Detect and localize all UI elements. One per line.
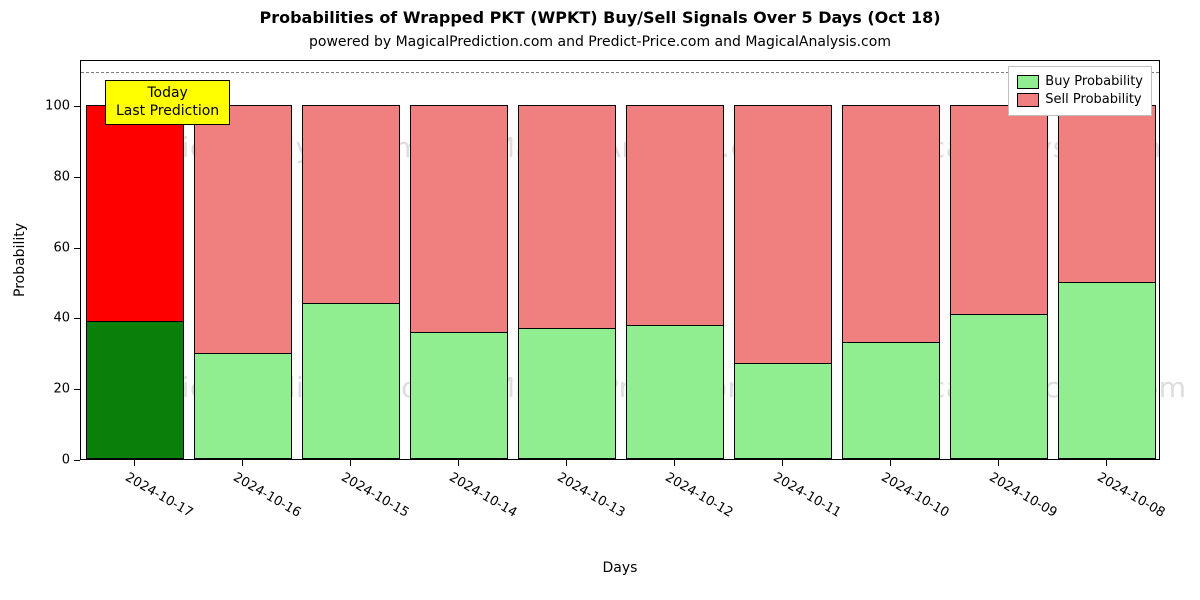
x-tick-label: 2024-10-16 xyxy=(231,470,304,521)
legend-swatch xyxy=(1017,93,1039,107)
y-tick-mark xyxy=(74,248,80,249)
x-tick-mark xyxy=(674,460,675,466)
x-tick-mark xyxy=(566,460,567,466)
legend-label: Sell Probability xyxy=(1045,91,1141,109)
x-tick-mark xyxy=(242,460,243,466)
callout-line2: Last Prediction xyxy=(116,103,219,121)
buy-bar xyxy=(410,332,507,459)
legend-label: Buy Probability xyxy=(1045,73,1143,91)
y-tick-mark xyxy=(74,389,80,390)
x-tick-label: 2024-10-09 xyxy=(987,470,1060,521)
x-tick-mark xyxy=(458,460,459,466)
x-tick-label: 2024-10-10 xyxy=(879,470,952,521)
x-tick-mark xyxy=(998,460,999,466)
legend-item: Sell Probability xyxy=(1017,91,1143,109)
x-tick-mark xyxy=(134,460,135,466)
buy-bar xyxy=(302,303,399,459)
chart-container: Probabilities of Wrapped PKT (WPKT) Buy/… xyxy=(0,0,1200,600)
buy-bar xyxy=(194,353,291,459)
x-tick-mark xyxy=(890,460,891,466)
buy-bar xyxy=(734,363,831,459)
y-tick-mark xyxy=(74,177,80,178)
x-tick-mark xyxy=(782,460,783,466)
y-axis-label: Probability xyxy=(12,223,28,297)
callout-line1: Today xyxy=(116,85,219,103)
x-tick-label: 2024-10-13 xyxy=(555,470,628,521)
y-tick-mark xyxy=(74,106,80,107)
x-tick-label: 2024-10-14 xyxy=(447,470,520,521)
y-tick-label: 40 xyxy=(10,311,70,326)
legend-item: Buy Probability xyxy=(1017,73,1143,91)
chart-subtitle: powered by MagicalPrediction.com and Pre… xyxy=(0,34,1200,50)
x-tick-mark xyxy=(350,460,351,466)
reference-dash-line xyxy=(81,72,1159,73)
y-tick-label: 0 xyxy=(10,453,70,468)
x-tick-label: 2024-10-17 xyxy=(123,470,196,521)
y-tick-label: 80 xyxy=(10,169,70,184)
today-callout: Today Last Prediction xyxy=(105,80,230,125)
legend-swatch xyxy=(1017,75,1039,89)
chart-title: Probabilities of Wrapped PKT (WPKT) Buy/… xyxy=(0,8,1200,27)
buy-bar xyxy=(626,325,723,460)
buy-bar xyxy=(842,342,939,459)
buy-bar xyxy=(86,321,183,459)
x-tick-label: 2024-10-11 xyxy=(771,470,844,521)
x-tick-label: 2024-10-12 xyxy=(663,470,736,521)
legend: Buy ProbabilitySell Probability xyxy=(1008,66,1152,116)
y-tick-label: 60 xyxy=(10,240,70,255)
y-tick-mark xyxy=(74,318,80,319)
x-axis-label: Days xyxy=(80,560,1160,576)
y-tick-mark xyxy=(74,460,80,461)
buy-bar xyxy=(1058,282,1155,459)
x-tick-label: 2024-10-08 xyxy=(1095,470,1168,521)
y-tick-label: 100 xyxy=(10,99,70,114)
x-tick-label: 2024-10-15 xyxy=(339,470,412,521)
x-tick-mark xyxy=(1106,460,1107,466)
buy-bar xyxy=(950,314,1047,459)
y-axis-label-wrap: Probability xyxy=(10,60,30,460)
y-tick-label: 20 xyxy=(10,382,70,397)
buy-bar xyxy=(518,328,615,459)
plot-area: MagicalAnalysis.comMagicalAnalysis.comMa… xyxy=(80,60,1160,460)
